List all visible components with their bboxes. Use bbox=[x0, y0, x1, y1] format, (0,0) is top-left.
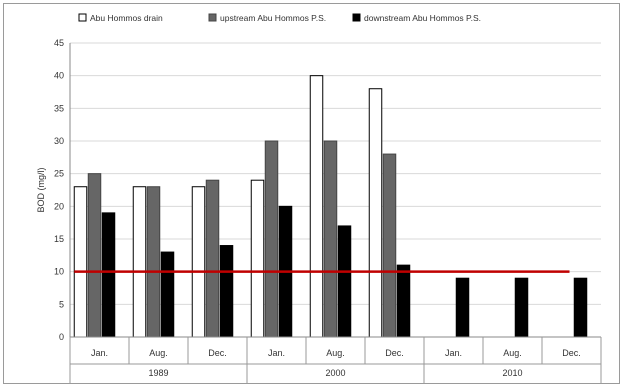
x-tick-label: Aug. bbox=[503, 348, 522, 358]
bar-series-3 bbox=[219, 245, 234, 338]
bar-series-3 bbox=[396, 264, 411, 338]
x-tick-label: Jan. bbox=[91, 348, 108, 358]
y-axis-ticks: 0 5 10 15 20 25 30 35 40 45 bbox=[54, 38, 64, 342]
bod-chart: Abu Hommos drain upstream Abu Hommos P.S.… bbox=[36, 13, 602, 383]
y-tick-label: 20 bbox=[54, 201, 64, 211]
bar-series-2 bbox=[264, 140, 279, 338]
bar-series-3 bbox=[573, 277, 588, 338]
bar-series-2 bbox=[323, 140, 338, 338]
bar-series-1 bbox=[368, 88, 383, 338]
bars bbox=[73, 75, 588, 338]
bar-series-3 bbox=[455, 277, 470, 338]
legend-swatch bbox=[352, 13, 361, 22]
bar-series-1 bbox=[132, 186, 147, 338]
legend-label: upstream Abu Hommos P.S. bbox=[220, 13, 326, 23]
x-tick-label: Aug. bbox=[326, 348, 345, 358]
legend: Abu Hommos drain upstream Abu Hommos P.S.… bbox=[78, 13, 481, 23]
legend-swatch bbox=[78, 13, 87, 22]
bar-series-3 bbox=[337, 225, 352, 338]
bar-series-1 bbox=[309, 75, 324, 338]
x-tick-label: Dec. bbox=[562, 348, 581, 358]
legend-label: downstream Abu Hommos P.S. bbox=[364, 13, 481, 23]
x-tick-label: Dec. bbox=[385, 348, 404, 358]
x-tick-label: Dec. bbox=[208, 348, 227, 358]
bar-series-2 bbox=[87, 173, 102, 338]
axes bbox=[69, 43, 601, 338]
group-label: 2000 bbox=[325, 368, 345, 378]
bar-series-3 bbox=[514, 277, 529, 338]
bar-series-1 bbox=[250, 179, 265, 338]
y-tick-label: 5 bbox=[59, 299, 64, 309]
y-tick-label: 25 bbox=[54, 169, 64, 179]
y-tick-label: 35 bbox=[54, 103, 64, 113]
legend-label: Abu Hommos drain bbox=[90, 13, 163, 23]
y-tick-label: 15 bbox=[54, 234, 64, 244]
y-tick-label: 45 bbox=[54, 38, 64, 48]
bar-series-1 bbox=[191, 186, 206, 338]
y-axis-title: BOD (mg/l) bbox=[36, 167, 46, 212]
x-tick-label: Jan. bbox=[445, 348, 462, 358]
bar-series-3 bbox=[160, 251, 175, 338]
y-tick-label: 30 bbox=[54, 136, 64, 146]
y-tick-label: 0 bbox=[59, 332, 64, 342]
bar-series-2 bbox=[382, 153, 397, 338]
bar-series-3 bbox=[101, 212, 116, 338]
x-axis-labels: Jan. Aug. Dec. Jan. Aug. Dec. Jan. Aug. Dec. 1989… bbox=[69, 337, 602, 383]
x-tick-label: Jan. bbox=[268, 348, 285, 358]
y-tick-label: 40 bbox=[54, 71, 64, 81]
group-label: 1989 bbox=[148, 368, 168, 378]
y-tick-label: 10 bbox=[54, 267, 64, 277]
group-label: 2010 bbox=[502, 368, 522, 378]
legend-swatch bbox=[208, 13, 217, 22]
bar-series-2 bbox=[205, 179, 220, 338]
bar-series-1 bbox=[73, 186, 88, 338]
chart-frame: Abu Hommos drain upstream Abu Hommos P.S.… bbox=[3, 3, 620, 384]
bar-series-2 bbox=[146, 186, 161, 338]
x-tick-label: Aug. bbox=[149, 348, 168, 358]
